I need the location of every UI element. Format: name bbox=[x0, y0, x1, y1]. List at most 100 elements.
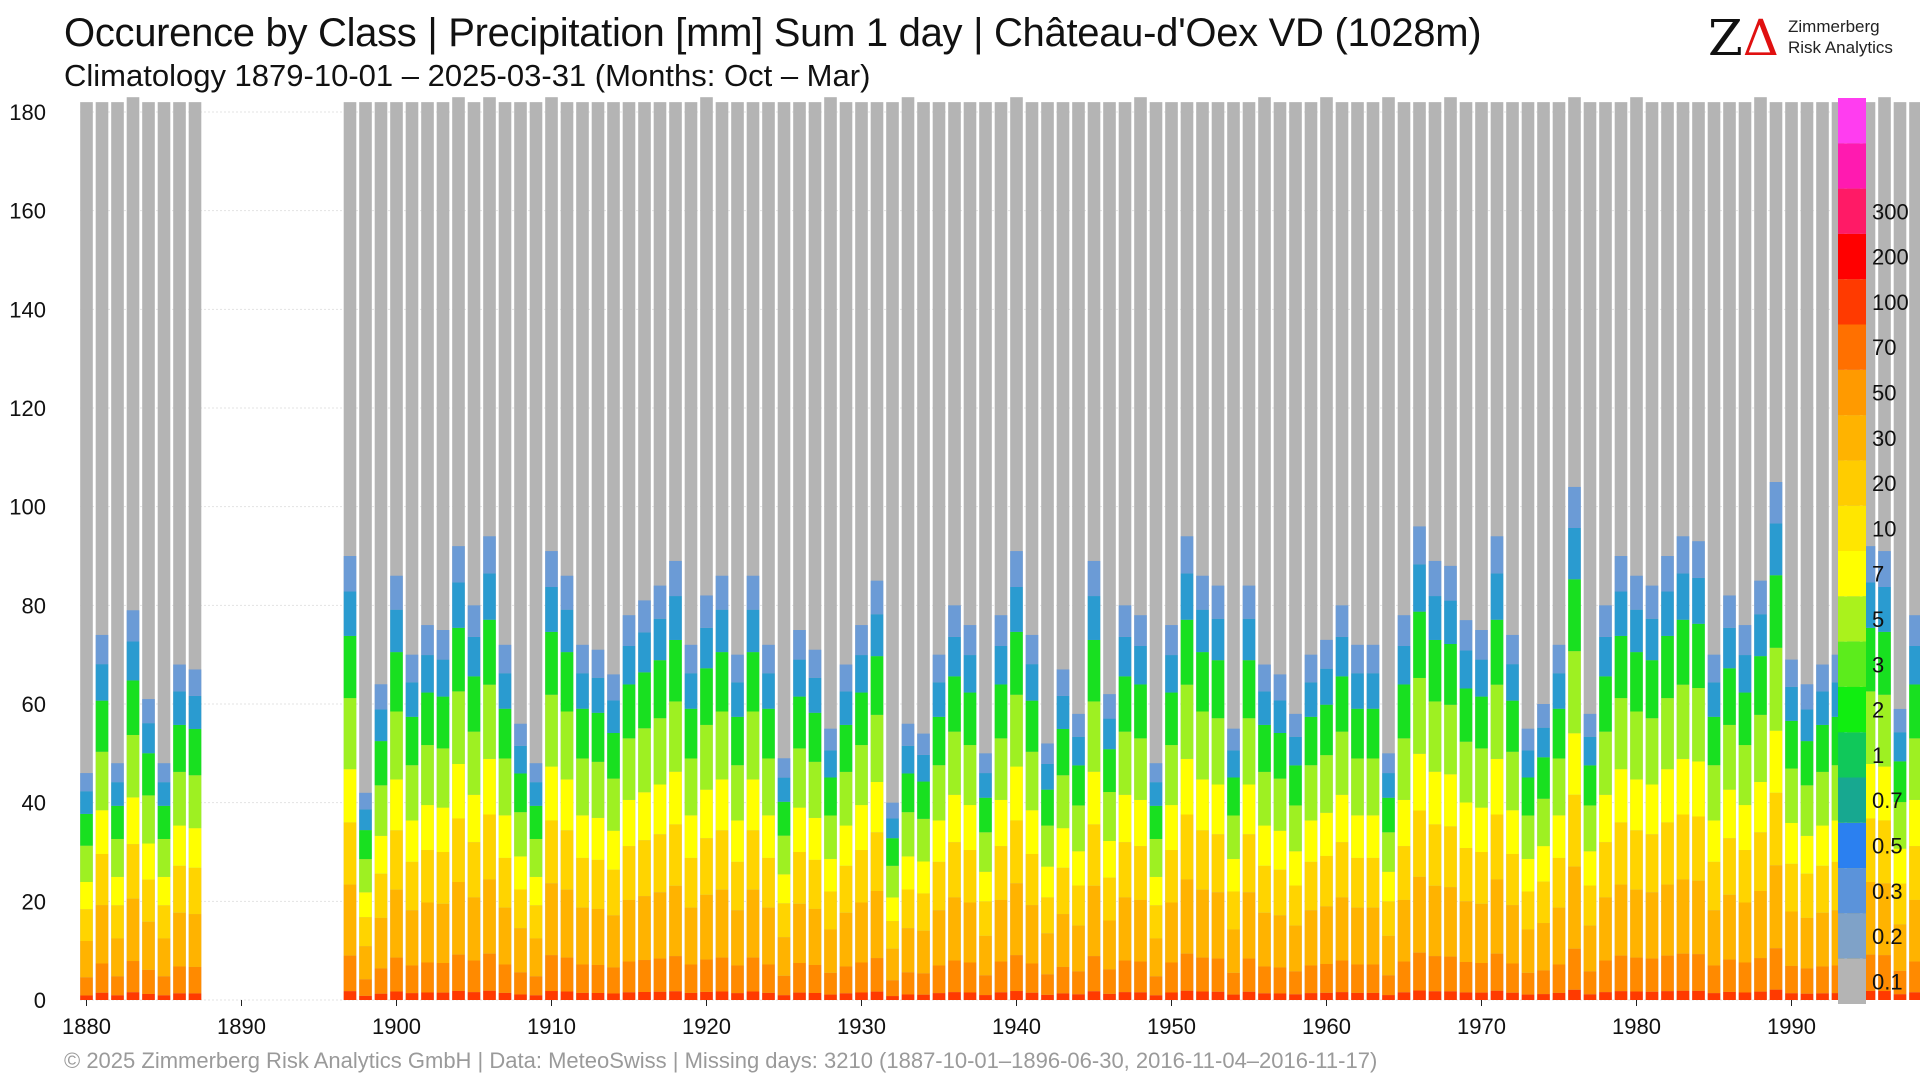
season-bar bbox=[1397, 102, 1411, 1001]
bar-segment bbox=[1180, 953, 1194, 991]
bar-segment bbox=[1459, 992, 1473, 1000]
bar-segment bbox=[374, 741, 388, 786]
bar-segment bbox=[901, 723, 915, 746]
bar-segment bbox=[1723, 991, 1736, 1000]
bar-segment bbox=[1087, 596, 1101, 640]
bar-segment bbox=[95, 664, 109, 701]
bar-segment bbox=[622, 799, 636, 847]
bar-segment bbox=[1490, 758, 1504, 815]
bar-segment bbox=[343, 955, 357, 992]
bar-segment bbox=[1382, 995, 1395, 1000]
bar-segment bbox=[808, 677, 822, 713]
bar-segment bbox=[1428, 885, 1442, 957]
season-bar bbox=[638, 102, 651, 1001]
bar-segment bbox=[1878, 586, 1891, 632]
bar-segment bbox=[746, 652, 760, 712]
bar-segment bbox=[1630, 575, 1643, 610]
bar-segment bbox=[1273, 830, 1287, 870]
bar-segment bbox=[607, 674, 620, 701]
bar-segment bbox=[1521, 929, 1535, 973]
bar-segment bbox=[917, 861, 930, 894]
bar-segment bbox=[1180, 814, 1194, 880]
bar-segment bbox=[1878, 694, 1891, 767]
bar-segment bbox=[1459, 620, 1473, 651]
bar-segment bbox=[1599, 897, 1612, 961]
bar-segment bbox=[1242, 784, 1256, 835]
bar-segment bbox=[1661, 769, 1674, 823]
bar-segment bbox=[963, 850, 977, 903]
bar-segment bbox=[1738, 805, 1752, 851]
bar-segment bbox=[1583, 994, 1597, 1000]
bar-segment bbox=[1738, 902, 1752, 963]
bar-segment bbox=[545, 586, 558, 632]
bar-segment bbox=[1800, 917, 1814, 969]
bar-segment bbox=[1552, 857, 1566, 908]
bar-segment bbox=[855, 692, 868, 746]
bar-segment bbox=[963, 625, 977, 656]
bar-segment bbox=[1645, 718, 1659, 785]
bar-segment bbox=[452, 763, 465, 819]
x-tick-label: 1890 bbox=[217, 1014, 266, 1039]
season-bar bbox=[1444, 97, 1457, 1000]
season-bar bbox=[1754, 97, 1767, 1000]
legend-swatch bbox=[1838, 505, 1866, 551]
season-bar bbox=[963, 102, 977, 1001]
bar-segment bbox=[1289, 713, 1302, 737]
season-bar bbox=[917, 102, 930, 1001]
bar-segment bbox=[622, 684, 636, 739]
bar-segment bbox=[1661, 822, 1674, 885]
bar-segment bbox=[1893, 708, 1907, 733]
bar-segment bbox=[653, 991, 667, 1000]
bar-segment bbox=[638, 992, 651, 1000]
bar-segment bbox=[824, 929, 837, 973]
bar-segment bbox=[824, 728, 837, 751]
bar-segment bbox=[1723, 838, 1736, 895]
bar-segment bbox=[1242, 718, 1256, 785]
bar-segment bbox=[808, 649, 822, 678]
bar-segment bbox=[700, 894, 713, 960]
bar-segment bbox=[793, 852, 806, 904]
bar-segment bbox=[1428, 596, 1442, 640]
bar-segment bbox=[731, 765, 744, 821]
legend-label: 0.3 bbox=[1872, 879, 1903, 904]
bar-segment bbox=[963, 805, 977, 851]
bar-segment bbox=[715, 889, 729, 958]
bar-segment bbox=[1893, 802, 1907, 849]
bar-segment bbox=[1645, 660, 1659, 719]
bar-segment bbox=[1537, 970, 1550, 995]
bar-segment bbox=[1413, 990, 1426, 1000]
legend-swatch bbox=[1838, 143, 1866, 189]
season-bar bbox=[684, 102, 698, 1001]
bar-segment bbox=[684, 992, 698, 1000]
bar-segment bbox=[1180, 684, 1194, 759]
bar-segment bbox=[1413, 876, 1426, 953]
bar-segment bbox=[808, 761, 822, 818]
bar-segment bbox=[839, 912, 853, 967]
bar-segment bbox=[1707, 965, 1721, 994]
bar-segment bbox=[886, 948, 899, 981]
bar-segment bbox=[1475, 852, 1488, 904]
bar-segment bbox=[1025, 810, 1039, 854]
bar-segment bbox=[622, 992, 636, 1000]
bar-segment bbox=[359, 809, 372, 831]
season-bar bbox=[731, 102, 744, 1001]
bar-segment bbox=[1568, 527, 1581, 580]
bar-segment bbox=[1692, 577, 1705, 624]
bar-segment bbox=[715, 830, 729, 890]
bar-segment bbox=[1583, 765, 1597, 806]
season-bar bbox=[1103, 102, 1116, 1001]
bar-segment bbox=[1227, 815, 1240, 859]
bar-segment bbox=[560, 991, 574, 1000]
bar-segment bbox=[576, 857, 589, 908]
bar-segment bbox=[1568, 866, 1581, 949]
bar-segment bbox=[390, 575, 403, 610]
bar-segment bbox=[622, 961, 636, 993]
bar-segment bbox=[731, 682, 744, 717]
bar-segment bbox=[1149, 876, 1163, 906]
bar-segment bbox=[1304, 993, 1318, 1000]
bar-segment bbox=[1428, 824, 1442, 886]
bar-segment bbox=[901, 773, 915, 813]
bar-segment bbox=[421, 902, 434, 963]
season-bar bbox=[1738, 102, 1752, 1001]
bar-segment bbox=[1335, 960, 1349, 993]
